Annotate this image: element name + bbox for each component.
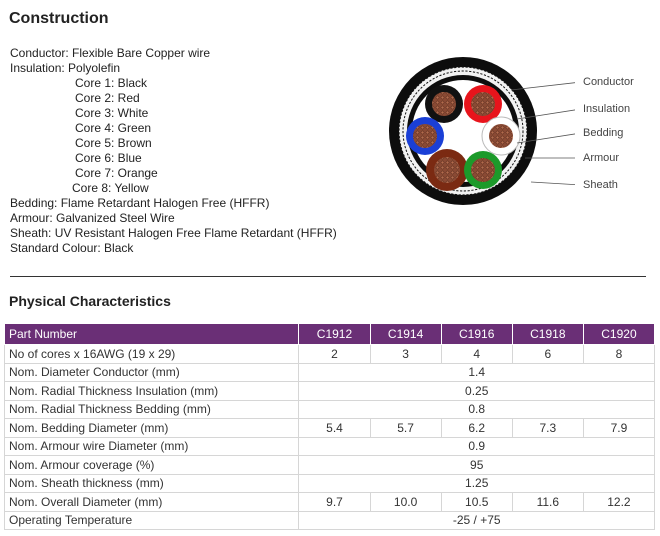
row-label: Nom. Armour wire Diameter (mm) [3,436,300,456]
row-label: Operating Temperature [3,510,300,530]
callout-sheath: Sheath [583,179,618,191]
cell-common-value: 95 [298,455,655,475]
conductor-text: Conductor: Flexible Bare Copper wire [10,46,211,60]
cell-value: 2 [298,344,371,364]
core-1-text: Core 1: Black [75,76,148,90]
callout-conductor: Conductor [583,76,634,88]
row-label: Nom. Sheath thickness (mm) [3,473,300,493]
cell-value: 6.2 [440,418,513,438]
core-5-text: Core 5: Brown [75,136,152,150]
table-row: Nom. Radial Thickness Insulation (mm) 0.… [3,381,655,401]
core-3-text: Core 3: White [75,106,149,120]
construction-title: Construction [9,10,109,27]
table-row: Nom. Armour wire Diameter (mm) 0.9 [3,436,655,456]
cell-value: 6 [511,344,584,364]
header-c1912: C1912 [298,323,371,345]
cell-common-value: 1.4 [298,362,655,382]
table-header-row: Part Number C1912 C1914 C1916 C1918 C192… [3,323,656,345]
cable-cross-section-image [389,57,582,205]
construction-spec: Conductor: Flexible Bare Copper wire Ins… [10,46,337,256]
header-part-number: Part Number [3,323,300,345]
physical-title: Physical Characteristics [9,293,171,309]
armour-text: Armour: Galvanized Steel Wire [10,211,175,225]
cell-value: 8 [582,344,656,364]
cell-value: 4 [440,344,513,364]
callout-bedding: Bedding [583,127,624,139]
header-c1916: C1916 [440,323,513,345]
cell-common-value: -25 / +75 [298,510,655,530]
cell-value: 5.7 [369,418,442,438]
row-label: Nom. Armour coverage (%) [3,455,300,475]
cell-value: 10.5 [440,492,513,512]
cell-value: 10.0 [369,492,442,512]
cell-common-value: 0.8 [298,399,655,419]
header-c1914: C1914 [369,323,442,345]
section-divider [10,276,646,277]
cell-value: 3 [369,344,442,364]
row-label: Nom. Bedding Diameter (mm) [3,418,300,438]
table-row: Nom. Radial Thickness Bedding (mm) 0.8 [3,399,655,419]
cell-value: 7.3 [511,418,584,438]
cell-value: 5.4 [298,418,371,438]
cell-value: 12.2 [582,492,656,512]
core-7-text: Core 7: Orange [75,166,158,180]
physical-characteristics-table: Part Number C1912 C1914 C1916 C1918 C192… [3,323,656,530]
cell-common-value: 1.25 [298,473,655,493]
row-label: Nom. Overall Diameter (mm) [3,492,300,512]
table-row: Nom. Bedding Diameter (mm) 5.4 5.7 6.2 7… [3,418,656,438]
row-label: Nom. Radial Thickness Insulation (mm) [3,381,300,401]
table-row: Nom. Armour coverage (%) 95 [3,455,655,475]
core-6-text: Core 6: Blue [75,151,142,165]
table-row: Nom. Diameter Conductor (mm) 1.4 [3,362,655,382]
cell-common-value: 0.9 [298,436,655,456]
insulation-text: Insulation: Polyolefin [10,61,121,75]
core-8-text: Core 8: Yellow [72,181,149,195]
row-label: Nom. Diameter Conductor (mm) [3,362,300,382]
core-2-text: Core 2: Red [75,91,140,105]
cell-value: 11.6 [511,492,584,512]
row-label: Nom. Radial Thickness Bedding (mm) [3,399,300,419]
header-c1918: C1918 [511,323,584,345]
table-row: Nom. Overall Diameter (mm) 9.7 10.0 10.5… [3,492,656,512]
callout-armour: Armour [583,152,620,164]
callout-insulation: Insulation [583,103,631,115]
table-row: No of cores x 16AWG (19 x 29) 2 3 4 6 8 [3,344,656,364]
standard-colour-text: Standard Colour: Black [10,241,134,255]
row-label: No of cores x 16AWG (19 x 29) [3,344,300,364]
cell-common-value: 0.25 [298,381,655,401]
cell-value: 9.7 [298,492,371,512]
core-4-text: Core 4: Green [75,121,152,135]
header-c1920: C1920 [582,323,656,345]
table-row: Operating Temperature -25 / +75 [3,510,655,530]
bedding-text: Bedding: Flame Retardant Halogen Free (H… [10,196,270,210]
sheath-text: Sheath: UV Resistant Halogen Free Flame … [10,226,337,240]
cable-cross-section-diagram: Conductor Insulation Bedding Armour Shea… [375,55,655,205]
cell-value: 7.9 [582,418,656,438]
table-row: Nom. Sheath thickness (mm) 1.25 [3,473,655,493]
